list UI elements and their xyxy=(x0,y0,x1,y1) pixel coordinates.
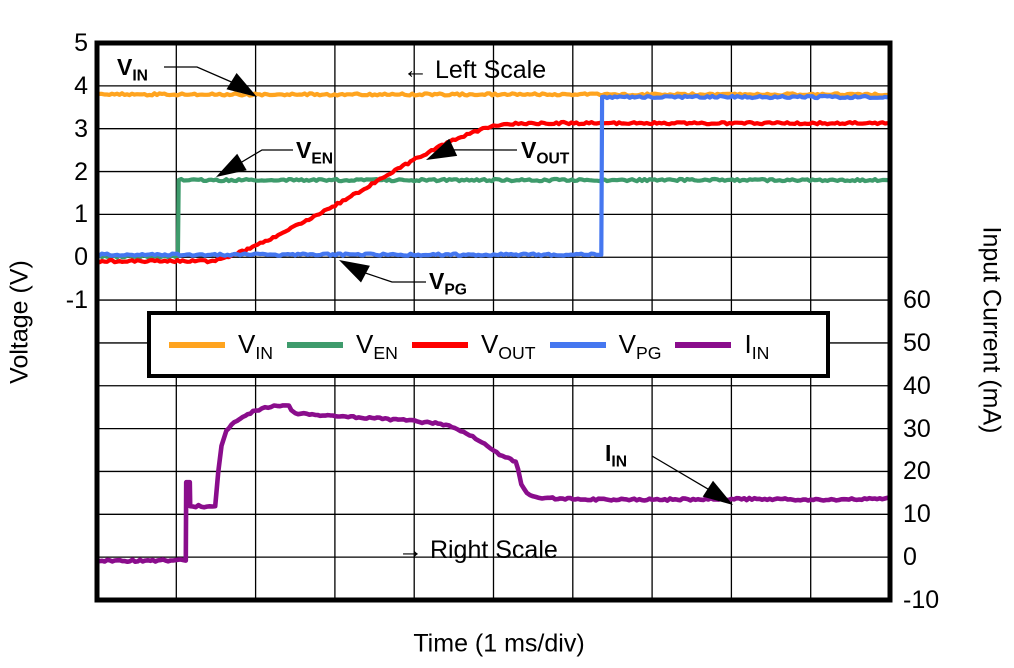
right-scale-note: → Right Scale xyxy=(398,536,558,564)
legend-item-vout: VOUT xyxy=(411,329,536,364)
right-tick-label: 0 xyxy=(903,543,917,572)
annotation-arrowhead-ven xyxy=(216,153,247,177)
legend-label-iin: IIN xyxy=(744,329,770,364)
right-tick-label: 50 xyxy=(903,328,931,357)
annotation-leader-iin xyxy=(651,455,714,493)
left-tick-label: 3 xyxy=(74,114,88,143)
plot-frame xyxy=(94,40,893,603)
legend-label-vpg: VPG xyxy=(618,329,662,364)
annotation-arrowhead-iin xyxy=(702,480,733,505)
left-tick-label: 0 xyxy=(74,243,88,272)
legend-swatch-vout xyxy=(411,341,468,348)
annotation-leader-vpg xyxy=(359,270,426,283)
annotation-label-ven: VEN xyxy=(296,137,334,168)
trace-iin xyxy=(94,403,893,565)
annotation-leader-vin xyxy=(164,66,237,85)
x-axis-title: Time (1 ms/div) xyxy=(413,629,585,658)
trace-vpg xyxy=(94,93,893,258)
left-tick-label: 4 xyxy=(74,71,88,100)
legend-swatch-vpg xyxy=(549,341,606,348)
annotation-label-vin: VIN xyxy=(117,54,148,85)
right-tick-label: -10 xyxy=(903,586,940,614)
legend-item-vin: VIN xyxy=(169,329,274,364)
left-tick-label: 2 xyxy=(74,157,88,186)
left-scale-note: ← Left Scale xyxy=(403,56,547,84)
legend-swatch-iin xyxy=(675,341,732,348)
right-tick-label: 40 xyxy=(903,371,931,400)
legend-swatch-vin xyxy=(169,341,225,348)
legend-label-vout: VOUT xyxy=(480,329,536,364)
legend: VIN VEN VOUT VPG IIN xyxy=(147,311,830,378)
annotation-label-vpg: VPG xyxy=(429,268,467,299)
annotation-label-vout: VOUT xyxy=(521,137,570,168)
legend-label-vin: VIN xyxy=(238,329,274,364)
annotation-label-iin: IIN xyxy=(605,440,628,471)
legend-swatch-ven xyxy=(287,341,344,348)
legend-item-vpg: VPG xyxy=(549,329,662,364)
annotation-arrowhead-vpg xyxy=(339,260,370,283)
legend-label-ven: VEN xyxy=(356,329,398,364)
legend-item-iin: IIN xyxy=(675,329,770,364)
trace-vin xyxy=(94,91,893,98)
right-tick-label: 60 xyxy=(903,286,931,315)
annotation-arrowhead-vin xyxy=(226,73,257,97)
left-tick-label: 1 xyxy=(74,200,88,229)
legend-item-ven: VEN xyxy=(287,329,398,364)
right-tick-label: 10 xyxy=(903,500,931,529)
right-tick-label: 20 xyxy=(903,457,931,486)
annotation-leader-ven xyxy=(236,149,293,166)
left-axis-title: Voltage (V) xyxy=(5,260,34,384)
left-tick-label: -1 xyxy=(65,286,88,315)
right-axis-title: Input Current (mA) xyxy=(977,226,1006,434)
right-tick-label: 30 xyxy=(903,414,931,443)
left-tick-label: 5 xyxy=(74,29,88,57)
annotation-arrowhead-vout xyxy=(426,138,458,160)
trace-ven xyxy=(94,176,893,260)
